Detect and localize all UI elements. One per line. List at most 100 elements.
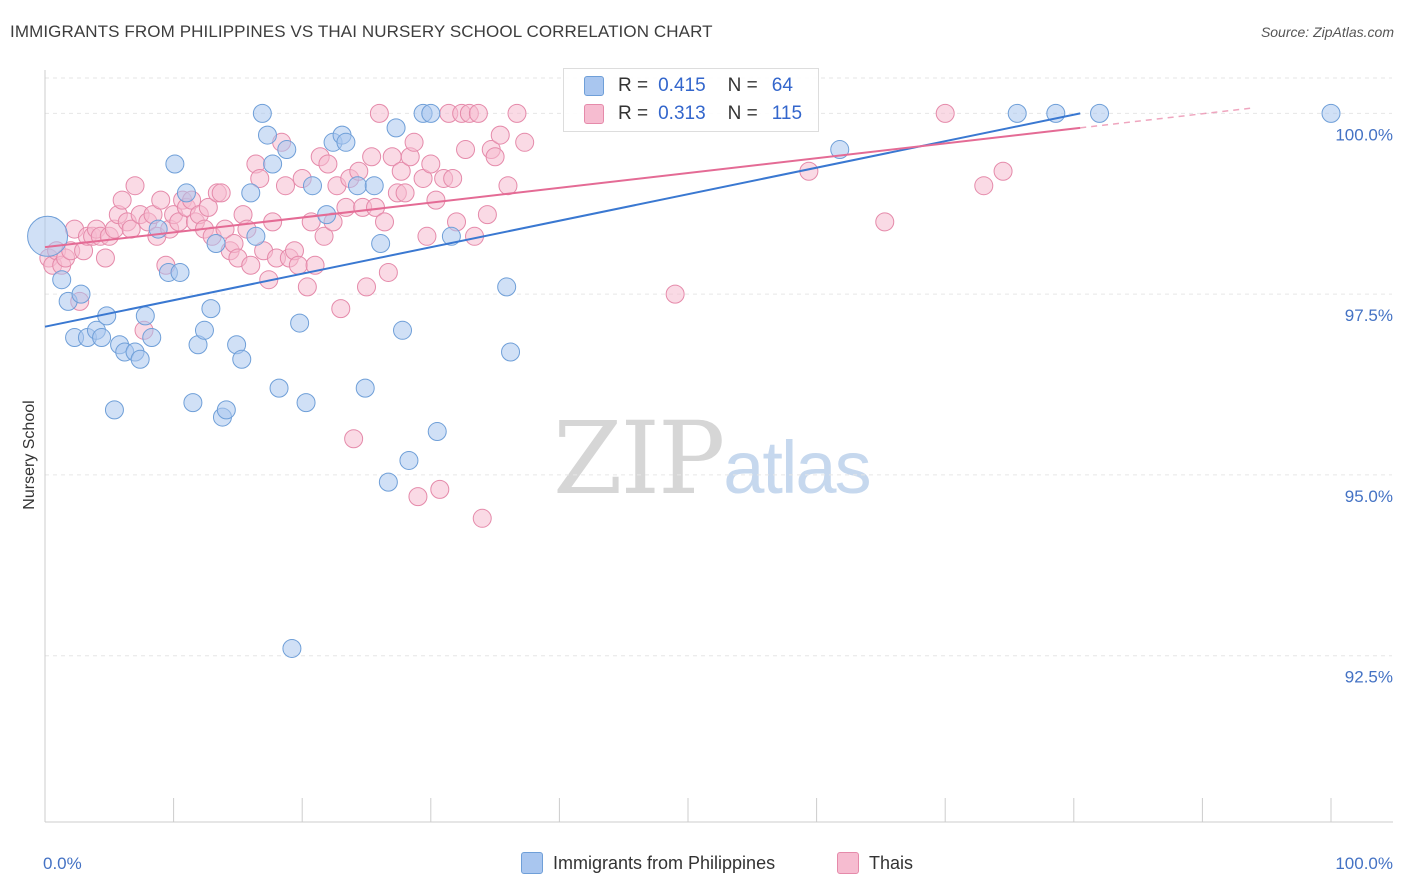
philippines-point — [130, 349, 150, 369]
philippines-point — [183, 393, 203, 413]
thais-point — [430, 479, 450, 499]
source-label: Source: ZipAtlas.com — [1260, 24, 1394, 40]
thais-point — [198, 197, 218, 217]
thais-point — [472, 508, 492, 528]
n-label: N = — [727, 103, 758, 124]
thais-point — [477, 205, 497, 225]
philippines-point — [296, 393, 316, 413]
philippines-point — [170, 262, 190, 282]
philippines-point — [290, 313, 310, 333]
philippines-point — [399, 450, 419, 470]
philippines-point — [241, 183, 261, 203]
philippines-point — [263, 154, 283, 174]
thais-point — [875, 212, 895, 232]
thais-point — [395, 183, 415, 203]
philippines-point — [71, 284, 91, 304]
thais-point — [498, 176, 518, 196]
philippines-point — [378, 472, 398, 492]
philippines-point — [252, 103, 272, 123]
x-tick-label: 100.0% — [1335, 854, 1393, 873]
thais-point — [95, 248, 115, 268]
y-tick-label: 92.5% — [1345, 668, 1393, 687]
thais-point — [375, 212, 395, 232]
thais-point — [331, 299, 351, 319]
thais-point — [417, 226, 437, 246]
thais-point — [357, 277, 376, 297]
thais-point — [211, 183, 231, 203]
legend-item-thais[interactable]: Thais — [837, 852, 913, 874]
philippines-point — [355, 378, 375, 398]
philippines-point — [393, 320, 413, 340]
thais-point — [297, 277, 317, 297]
legend-item-philippines[interactable]: Immigrants from Philippines — [521, 852, 775, 874]
philippines-point — [165, 154, 185, 174]
n-value: 115 — [771, 103, 803, 124]
thais-point — [515, 132, 535, 152]
y-axis-label: Nursery School — [21, 400, 38, 509]
y-tick-label: 97.5% — [1345, 306, 1393, 325]
thais-point — [935, 103, 955, 123]
philippines-point — [92, 328, 112, 348]
thais-point — [288, 255, 308, 275]
philippines-trend-line — [44, 112, 1081, 328]
thais-trend-line — [44, 126, 1081, 249]
bottom-legend: Immigrants from Philippines Thais — [0, 852, 1406, 878]
philippines-point — [232, 349, 252, 369]
y-tick-label: 100.0% — [1335, 125, 1393, 144]
philippines-point — [1007, 103, 1027, 123]
y-tick-label: 95.0% — [1345, 487, 1393, 506]
thais-swatch — [584, 104, 604, 124]
thais-point — [215, 219, 235, 239]
thais-point — [468, 103, 488, 123]
philippines-point — [336, 132, 356, 152]
n-label: N = — [727, 75, 758, 96]
philippines-point — [104, 400, 124, 420]
philippines-point — [176, 183, 196, 203]
thais-point — [112, 190, 132, 210]
philippines-point — [347, 176, 367, 196]
thais-legend-swatch — [837, 852, 859, 874]
y-tick-labels: 92.5% 95.0% 97.5% 100.0% — [1335, 125, 1393, 686]
philippines-point — [216, 400, 236, 420]
r-label: R = — [618, 103, 649, 124]
r-value: 0.313 — [658, 103, 706, 124]
philippines-point — [257, 125, 277, 145]
philippines-point — [27, 215, 69, 257]
watermark: ZIPatlas — [553, 400, 872, 517]
thais-point — [391, 161, 411, 181]
legend-label-thais: Thais — [869, 852, 914, 873]
r-label: R = — [618, 75, 649, 96]
philippines-point — [277, 140, 297, 160]
thais-point — [507, 103, 527, 123]
thais-point — [485, 147, 505, 167]
philippines-point — [501, 342, 521, 362]
philippines-legend-swatch — [521, 852, 543, 874]
watermark-zip: ZIP — [553, 400, 725, 517]
legend-label-philippines: Immigrants from Philippines — [553, 852, 776, 873]
thais-point — [151, 190, 171, 210]
thais-point — [665, 284, 685, 304]
thais-point — [241, 255, 261, 275]
philippines-point — [364, 176, 384, 196]
thais-point — [314, 226, 334, 246]
philippines-point — [142, 328, 162, 348]
series-thais-points — [39, 103, 1013, 528]
philippines-point — [386, 118, 406, 138]
philippines-point — [52, 270, 72, 290]
philippines-point — [302, 176, 322, 196]
thais-point — [362, 147, 382, 167]
thais-point — [443, 168, 463, 188]
x-tick-label: 0.0% — [43, 854, 82, 873]
thais-point — [456, 140, 476, 160]
stat-legend-row-philippines: R = 0.415 N = 64 — [584, 73, 793, 99]
thais-point — [993, 161, 1013, 181]
thais-point — [378, 262, 398, 282]
thais-point — [421, 154, 441, 174]
philippines-point — [441, 226, 461, 246]
thais-trend-extension — [1080, 107, 1254, 129]
series-philippines-points — [27, 103, 1341, 658]
thais-point — [404, 132, 424, 152]
n-value: 64 — [771, 75, 793, 96]
philippines-point — [497, 277, 517, 297]
